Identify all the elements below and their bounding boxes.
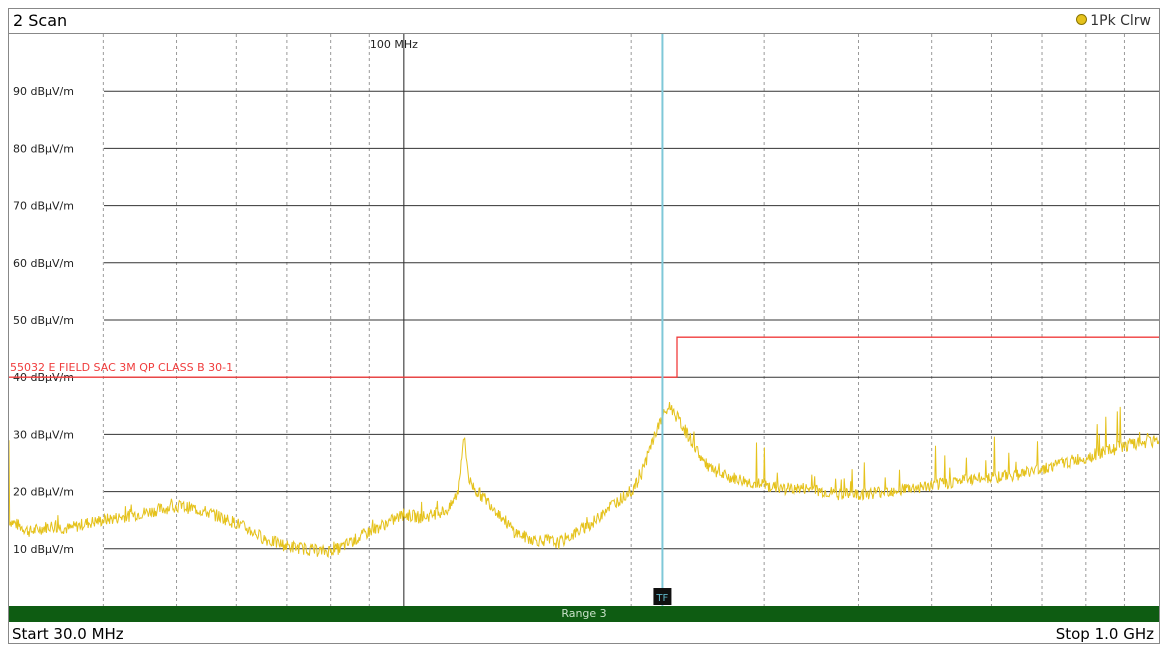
marker-group[interactable]: TF: [653, 34, 672, 606]
diagram-frame: [8, 8, 1160, 644]
limit-line-label: 55032 E FIELD SAC 3M QP CLASS B 30-1: [10, 361, 233, 374]
y-tick-label: 20 dBµV/m: [13, 486, 74, 499]
trace-label: 1Pk Clrw: [1090, 13, 1151, 29]
y-axis-labels: 10 dBµV/m20 dBµV/m30 dBµV/m40 dBµV/m50 d…: [13, 85, 74, 556]
spectrum-plot[interactable]: 100 MHz 10 dBµV/m20 dBµV/m30 dBµV/m40 dB…: [9, 34, 1159, 606]
trace-dot-icon: [1076, 14, 1088, 25]
trace-indicator[interactable]: 1Pk Clrw: [1076, 13, 1151, 29]
y-tick-label: 80 dBµV/m: [13, 142, 74, 155]
y-tick-label: 50 dBµV/m: [13, 314, 74, 327]
marker-tag-label: TF: [655, 593, 668, 604]
y-tick-label: 90 dBµV/m: [13, 85, 74, 98]
range-bar: Range 3: [9, 606, 1159, 622]
y-tick-label: 70 dBµV/m: [13, 200, 74, 213]
y-tick-label: 60 dBµV/m: [13, 257, 74, 270]
minor-gridlines: [102, 34, 1125, 606]
trace-group: [9, 402, 1159, 559]
footer: Start 30.0 MHz Stop 1.0 GHz: [8, 622, 1160, 644]
limit-line: [9, 336, 1159, 378]
window-title: 2 Scan: [13, 11, 68, 30]
stop-frequency: Stop 1.0 GHz: [1055, 625, 1154, 643]
x-major-tick-label: 100 MHz: [370, 38, 418, 51]
y-tick-label: 30 dBµV/m: [13, 428, 74, 441]
range-label: Range 3: [561, 607, 607, 620]
start-frequency: Start 30.0 MHz: [12, 625, 124, 643]
marker-tag-background[interactable]: [653, 588, 672, 605]
y-tick-label: 10 dBµV/m: [13, 543, 74, 556]
trace-line: [9, 402, 1159, 559]
limit-line-group: 55032 E FIELD SAC 3M QP CLASS B 30-1: [9, 336, 1159, 378]
